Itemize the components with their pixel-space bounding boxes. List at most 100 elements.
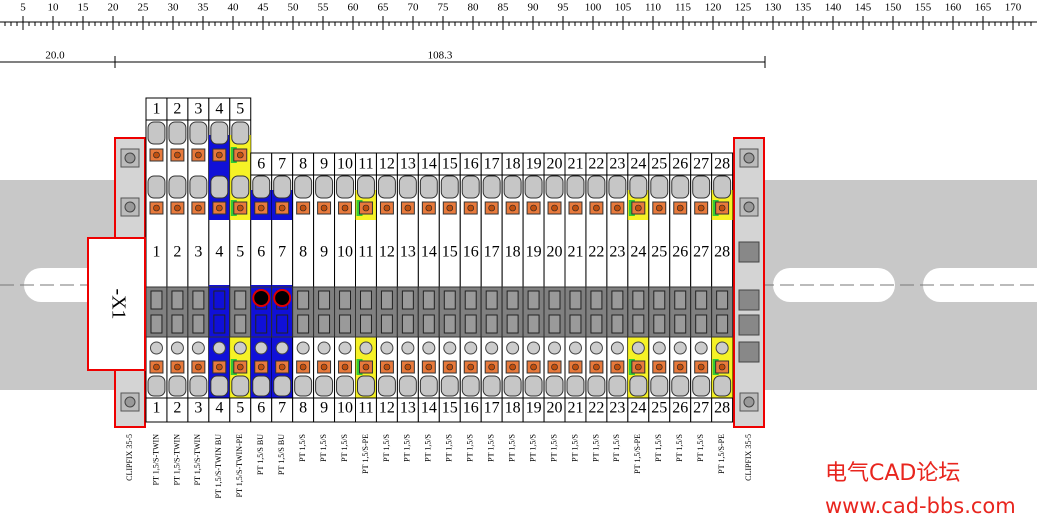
terminal-number: 3 xyxy=(194,101,202,118)
terminal-number: 20 xyxy=(547,156,563,173)
screw-head xyxy=(676,204,684,212)
connector xyxy=(210,175,229,199)
body-slot xyxy=(192,314,205,334)
release xyxy=(485,341,499,355)
terminal-number: 23 xyxy=(609,156,625,173)
terminal-number: 9 xyxy=(320,400,328,417)
terminal-number: 25 xyxy=(651,156,667,173)
connector xyxy=(482,175,501,199)
release xyxy=(568,341,582,355)
screw-head xyxy=(257,204,265,212)
ruler-label: 160 xyxy=(945,2,962,14)
connector xyxy=(482,375,501,397)
connector xyxy=(713,375,732,397)
terminal-type: PT 1,5/S xyxy=(382,434,391,462)
connector xyxy=(210,121,229,145)
screw-head xyxy=(236,204,244,212)
body-slot xyxy=(506,314,519,334)
body-slot xyxy=(380,290,393,310)
body-slot xyxy=(695,290,708,310)
terminal-number: 2 xyxy=(173,101,181,118)
screw-head xyxy=(467,204,475,212)
terminal-number: 26 xyxy=(672,244,688,261)
release xyxy=(212,341,226,355)
release xyxy=(610,341,624,355)
screw-head xyxy=(320,363,328,371)
ruler-label: 15 xyxy=(78,2,90,14)
ruler-label: 95 xyxy=(558,2,570,14)
screw-head xyxy=(509,363,516,371)
end-clamp xyxy=(733,137,765,428)
terminal-number: 5 xyxy=(236,101,244,118)
ruler-label: 20 xyxy=(108,2,120,14)
terminal-number: 20 xyxy=(547,244,563,261)
connector xyxy=(377,375,396,397)
connector xyxy=(524,375,543,397)
screw-head xyxy=(425,204,433,212)
body-slot xyxy=(360,290,372,310)
screw-head xyxy=(153,204,160,212)
screw-head xyxy=(174,204,181,212)
release xyxy=(359,341,373,355)
screw-head xyxy=(635,204,642,212)
body-slot xyxy=(611,290,624,310)
terminal-number: 13 xyxy=(400,400,416,417)
ruler-label: 120 xyxy=(705,2,722,14)
body-slot xyxy=(276,314,289,334)
terminal-number: 24 xyxy=(630,156,646,173)
terminal-number: 7 xyxy=(278,156,286,173)
screw-head xyxy=(446,204,454,212)
body-slot xyxy=(653,314,666,334)
ruler-label: 85 xyxy=(498,2,510,14)
release xyxy=(254,341,268,355)
screw-head xyxy=(299,363,307,371)
terminal-number: 22 xyxy=(588,400,604,417)
terminal-number: 26 xyxy=(672,400,688,417)
terminal-number: 19 xyxy=(526,156,542,173)
bridge xyxy=(273,289,292,307)
release xyxy=(401,341,415,355)
body-slot xyxy=(485,314,498,334)
ruler-label: 40 xyxy=(228,2,240,14)
connector xyxy=(461,175,480,199)
connector xyxy=(168,175,187,199)
terminal-number: 17 xyxy=(484,244,500,261)
terminal-type: PT 1,5/S xyxy=(612,434,621,462)
ruler-label: 135 xyxy=(795,2,812,14)
terminal-type: PT 1,5/S xyxy=(591,434,600,462)
terminal-number: 16 xyxy=(463,156,479,173)
terminal-number: 13 xyxy=(400,244,416,261)
body-slot xyxy=(297,314,310,334)
body-slot xyxy=(527,314,540,334)
screw-head xyxy=(446,363,454,371)
terminal-number: 28 xyxy=(714,156,730,173)
strip-tag xyxy=(87,237,146,371)
terminal-type: PT 1,5/S-PE xyxy=(717,434,726,474)
screw-head xyxy=(655,204,663,212)
connector xyxy=(545,175,564,199)
body-slot xyxy=(674,314,687,334)
body-slot xyxy=(548,290,561,310)
terminal-number: 22 xyxy=(588,244,604,261)
body-slot xyxy=(653,290,666,310)
ruler-label: 65 xyxy=(378,2,390,14)
ruler-label: 30 xyxy=(168,2,180,14)
screw-head xyxy=(676,363,684,371)
terminal-number: 3 xyxy=(194,244,202,261)
body-slot xyxy=(234,290,247,310)
terminal-number: 9 xyxy=(320,244,328,261)
terminal-number: 26 xyxy=(672,156,688,173)
screw-head xyxy=(216,363,223,371)
terminal-type: PT 1,5/S xyxy=(675,434,684,462)
ruler-label: 115 xyxy=(675,2,692,14)
clamp-label: CLIPFIX 35-5 xyxy=(744,434,753,481)
terminal-number: 2 xyxy=(173,400,181,417)
screw-head xyxy=(593,204,600,212)
screw-head xyxy=(404,204,412,212)
ruler-label: 60 xyxy=(348,2,360,14)
ruler-label: 125 xyxy=(735,2,752,14)
connector xyxy=(231,375,250,397)
screw-head xyxy=(320,204,328,212)
terminal-number: 6 xyxy=(257,244,265,261)
terminal-type: PT 1,5/S xyxy=(570,434,579,462)
